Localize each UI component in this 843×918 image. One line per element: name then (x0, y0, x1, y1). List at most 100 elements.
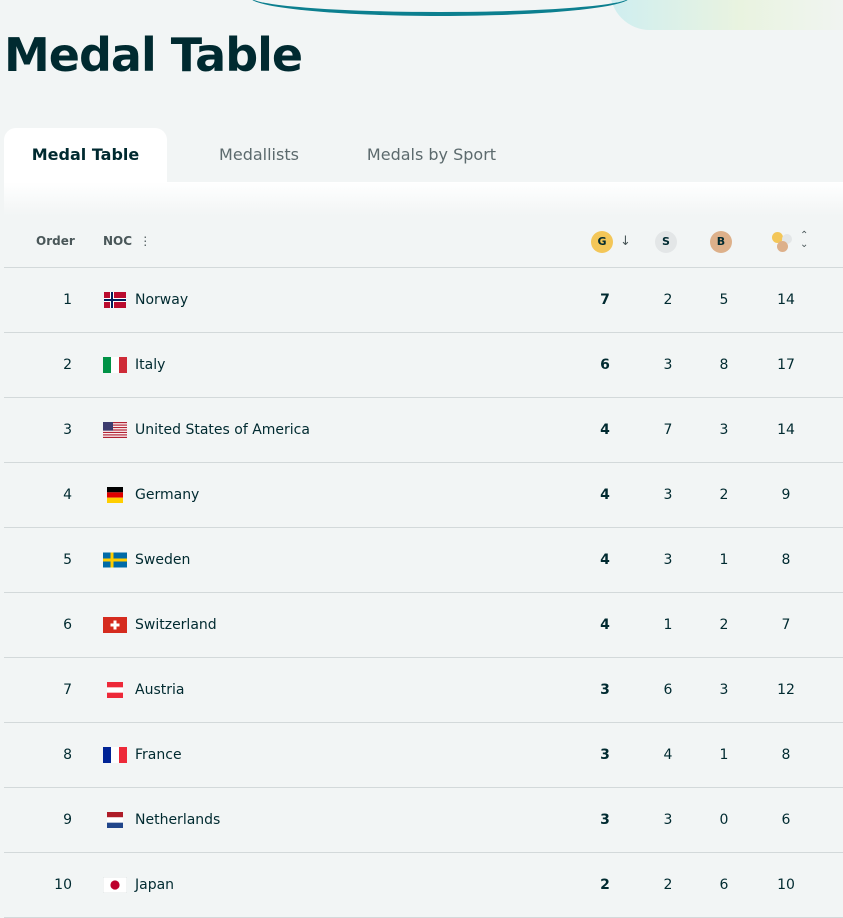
total-medals-icon[interactable] (770, 230, 796, 254)
row-order: 8 (63, 747, 72, 763)
italy-flag-icon (103, 357, 127, 373)
total-count: 6 (781, 812, 791, 828)
table-row[interactable]: 8 France 3 4 1 8 (4, 723, 843, 788)
table-row[interactable]: 10 Japan 2 2 6 10 (4, 853, 843, 918)
total-count: 8 (781, 747, 791, 763)
row-order: 10 (54, 877, 72, 893)
table-row[interactable]: 5 Sweden 4 3 1 8 (4, 528, 843, 593)
bronze-count: 0 (719, 812, 729, 828)
silver-count: 3 (663, 552, 673, 568)
total-count: 12 (777, 682, 795, 698)
table-row[interactable]: 9 Netherlands 3 3 0 6 (4, 788, 843, 853)
gold-count: 3 (600, 747, 610, 763)
page-title: Medal Table (4, 28, 303, 82)
table-row[interactable]: 7 Austria 3 6 3 12 (4, 658, 843, 723)
total-count: 10 (777, 877, 795, 893)
total-count: 8 (781, 552, 791, 568)
total-count: 7 (781, 617, 791, 633)
gold-count: 4 (600, 487, 610, 503)
table-row[interactable]: 1 Norway 7 2 5 14 (4, 268, 843, 333)
netherlands-flag-icon (103, 812, 127, 828)
france-flag-icon (103, 747, 127, 763)
gold-medal-icon[interactable]: G (591, 231, 613, 253)
country-name[interactable]: Italy (135, 357, 166, 373)
gold-count: 2 (600, 877, 610, 893)
japan-flag-icon (103, 877, 127, 893)
gold-count: 3 (600, 812, 610, 828)
total-count: 9 (781, 487, 791, 503)
total-count: 14 (777, 292, 795, 308)
medal-table: Order NOC ⋮ G ↓ S B ⌃⌄ 1 Norway 7 2 5 14… (4, 182, 843, 918)
bronze-count: 3 (719, 422, 729, 438)
bronze-count: 1 (719, 747, 729, 763)
country-name[interactable]: Austria (135, 682, 185, 698)
bronze-count: 2 (719, 617, 729, 633)
austria-flag-icon (103, 682, 127, 698)
country-name[interactable]: Netherlands (135, 812, 221, 828)
header-swoosh (250, 0, 630, 16)
silver-count: 3 (663, 812, 673, 828)
column-noc[interactable]: NOC ⋮ (103, 216, 151, 267)
country-name[interactable]: Norway (135, 292, 189, 308)
row-order: 5 (63, 552, 72, 568)
bronze-count: 6 (719, 877, 729, 893)
table-body: 1 Norway 7 2 5 14 2 Italy 6 3 8 17 3 Uni… (4, 268, 843, 918)
table-row[interactable]: 3 United States of America 4 7 3 14 (4, 398, 843, 463)
country-name[interactable]: Switzerland (135, 617, 217, 633)
gold-count: 7 (600, 292, 610, 308)
column-order[interactable]: Order (36, 234, 75, 248)
bronze-medal-icon[interactable]: B (710, 231, 732, 253)
row-order: 6 (63, 617, 72, 633)
table-row[interactable]: 6 Switzerland 4 1 2 7 (4, 593, 843, 658)
row-order: 2 (63, 357, 72, 373)
column-noc-label: NOC (103, 234, 133, 248)
usa-flag-icon (103, 422, 127, 438)
germany-flag-icon (103, 487, 127, 503)
bronze-count: 3 (719, 682, 729, 698)
silver-count: 2 (663, 877, 673, 893)
switzerland-flag-icon (103, 617, 127, 633)
bronze-count: 8 (719, 357, 729, 373)
country-name[interactable]: Germany (135, 487, 200, 503)
tab-medal-table[interactable]: Medal Table (4, 128, 167, 182)
row-order: 9 (63, 812, 72, 828)
silver-count: 3 (663, 487, 673, 503)
total-count: 17 (777, 357, 795, 373)
header-decoration (610, 0, 843, 30)
silver-medal-icon[interactable]: S (655, 231, 677, 253)
silver-count: 6 (663, 682, 673, 698)
country-name[interactable]: United States of America (135, 422, 310, 438)
silver-count: 2 (663, 292, 673, 308)
row-order: 1 (63, 292, 72, 308)
sort-icon[interactable]: ⌃⌄ (800, 230, 809, 250)
tab-medals-by-sport[interactable]: Medals by Sport (366, 145, 497, 164)
country-name[interactable]: Japan (135, 877, 175, 893)
bronze-count: 2 (719, 487, 729, 503)
gold-count: 3 (600, 682, 610, 698)
gold-count: 4 (600, 617, 610, 633)
row-order: 7 (63, 682, 72, 698)
country-name[interactable]: Sweden (135, 552, 191, 568)
sweden-flag-icon (103, 552, 127, 568)
silver-count: 1 (663, 617, 673, 633)
silver-count: 4 (663, 747, 673, 763)
row-order: 4 (63, 487, 72, 503)
gold-count: 4 (600, 422, 610, 438)
total-count: 14 (777, 422, 795, 438)
norway-flag-icon (103, 292, 127, 308)
silver-count: 3 (663, 357, 673, 373)
country-name[interactable]: France (135, 747, 182, 763)
tab-medallists[interactable]: Medallists (219, 145, 299, 164)
sort-descending-icon[interactable]: ↓ (620, 234, 631, 249)
tab-bar: Medal Table Medallists Medals by Sport (4, 128, 843, 182)
gold-count: 6 (600, 357, 610, 373)
table-header: Order NOC ⋮ G ↓ S B ⌃⌄ (4, 216, 843, 268)
table-row[interactable]: 4 Germany 4 3 2 9 (4, 463, 843, 528)
silver-count: 7 (663, 422, 673, 438)
column-options-icon[interactable]: ⋮ (139, 234, 152, 248)
bronze-count: 5 (719, 292, 729, 308)
table-row[interactable]: 2 Italy 6 3 8 17 (4, 333, 843, 398)
gold-count: 4 (600, 552, 610, 568)
bronze-count: 1 (719, 552, 729, 568)
row-order: 3 (63, 422, 72, 438)
